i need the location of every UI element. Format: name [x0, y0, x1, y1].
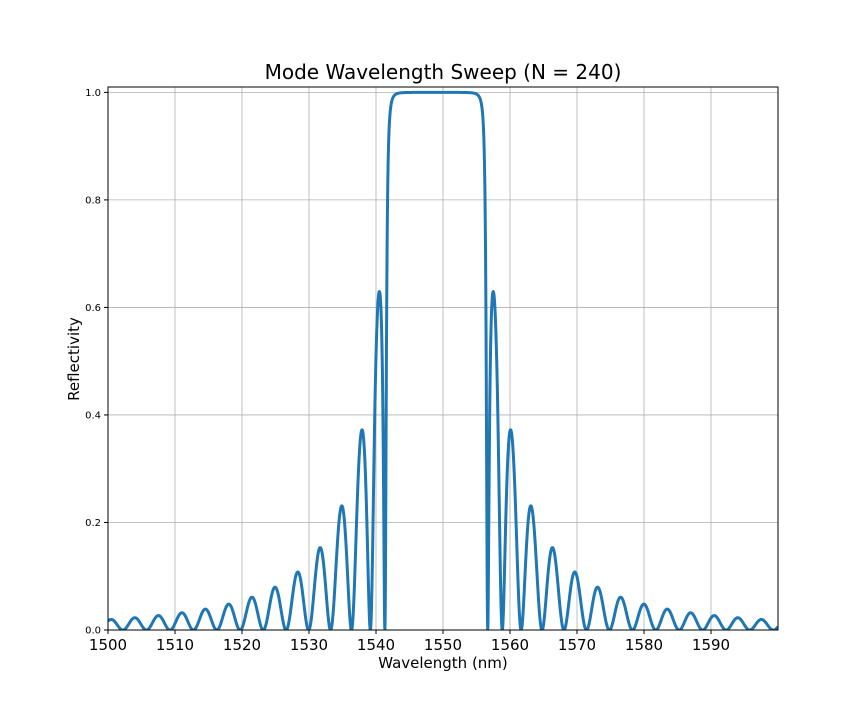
x-tick-label: 1530	[290, 636, 328, 654]
x-tick-label: 1560	[491, 636, 529, 654]
grid	[107, 87, 778, 631]
y-axis-label: Reflectivity	[65, 317, 83, 401]
x-tick-label: 1580	[625, 636, 663, 654]
series-layer	[108, 90, 778, 630]
reflectivity-line	[108, 90, 778, 630]
y-tick-label: 0.8	[85, 195, 101, 206]
y-tick-label: 1.0	[85, 88, 101, 99]
x-tick-label: 1570	[558, 636, 596, 654]
y-tick-label: 0.0	[85, 626, 101, 637]
y-tick-label: 0.6	[85, 303, 101, 314]
x-axis: 1500 1510 1520 1530 1540 1550 1560 1570 1580 1590	[89, 630, 730, 654]
x-tick-label: 1500	[89, 636, 127, 654]
x-axis-label: Wavelength (nm)	[378, 654, 508, 672]
x-tick-label: 1550	[424, 636, 462, 654]
y-tick-label: 0.4	[85, 410, 101, 421]
y-axis: 0.0 0.2 0.4 0.6 0.8 1.0	[85, 88, 108, 637]
x-tick-label: 1590	[692, 636, 730, 654]
x-tick-label: 1520	[223, 636, 261, 654]
y-tick-label: 0.2	[85, 518, 101, 529]
x-tick-label: 1540	[357, 636, 395, 654]
chart-title: Mode Wavelength Sweep (N = 240)	[265, 60, 622, 84]
x-tick-label: 1510	[156, 636, 194, 654]
